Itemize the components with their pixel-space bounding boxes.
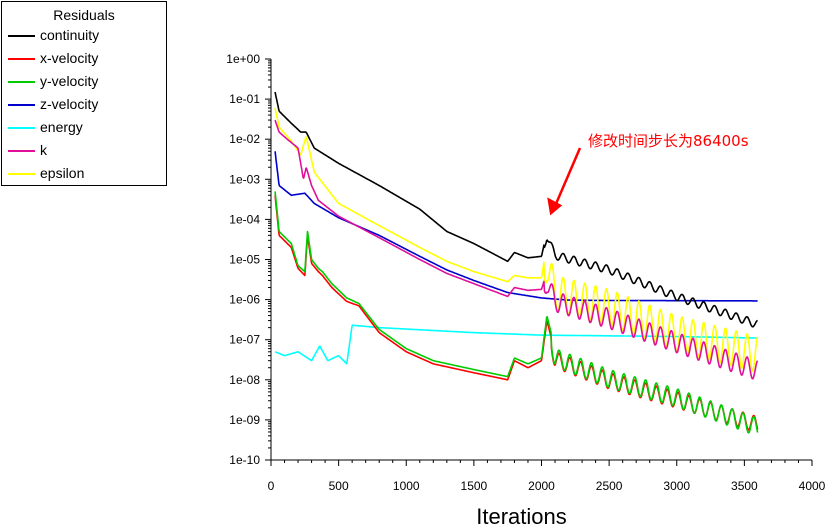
y-tick-label: 1e-04 [229, 212, 260, 226]
x-tick-label: 2000 [528, 479, 555, 493]
y-tick-label: 1e-07 [229, 333, 260, 347]
x-tick-label: 0 [268, 479, 275, 493]
y-tick-label: 1e-02 [229, 132, 260, 146]
legend-label: z-velocity [40, 96, 99, 112]
legend: Residuals continuity x-velocity y-velocity… [1, 1, 167, 186]
x-tick-label: 3000 [663, 479, 690, 493]
y-tick-label: 1e-03 [229, 172, 260, 186]
y-tick-label: 1e-09 [229, 413, 260, 427]
y-tick-label: 1e-08 [229, 373, 260, 387]
y-tick-label: 1e-05 [229, 253, 260, 267]
x-tick-label: 1500 [461, 479, 488, 493]
legend-swatch [8, 127, 35, 129]
legend-item-continuity: continuity [2, 26, 166, 49]
legend-item-k: k [2, 141, 166, 164]
legend-label: y-velocity [40, 73, 99, 89]
legend-label: epsilon [40, 165, 85, 181]
series-line-energy [274, 324, 758, 365]
x-tick-label: 3500 [731, 479, 758, 493]
y-tick-label: 1e-06 [229, 293, 260, 307]
x-axis-label: Iterations [476, 504, 567, 529]
legend-swatch [8, 58, 35, 60]
legend-label: energy [40, 119, 83, 135]
annotation-arrow-head [547, 197, 563, 216]
legend-swatch [8, 173, 35, 175]
x-tick-label: 1000 [393, 479, 420, 493]
annotation-arrow-shaft [555, 147, 582, 204]
legend-item-epsilon: epsilon [2, 164, 166, 187]
legend-swatch [8, 81, 35, 83]
legend-item-x-velocity: x-velocity [2, 49, 166, 72]
y-tick-label: 1e-10 [229, 453, 260, 467]
series-line-continuity [274, 91, 758, 328]
annotation-text: 修改时间步长为86400s [588, 132, 749, 150]
series-line-z-velocity [274, 151, 758, 302]
legend-item-y-velocity: y-velocity [2, 72, 166, 95]
legend-label: x-velocity [40, 50, 99, 66]
x-tick-label: 500 [329, 479, 349, 493]
legend-swatch [8, 150, 35, 152]
series-line-k [274, 119, 759, 380]
legend-swatch [8, 35, 35, 37]
legend-item-energy: energy [2, 118, 166, 141]
legend-label: continuity [40, 27, 100, 43]
y-tick-label: 1e-01 [229, 92, 260, 106]
legend-swatch [8, 104, 35, 106]
legend-item-z-velocity: z-velocity [2, 95, 166, 118]
series-line-x-velocity [274, 195, 759, 431]
legend-label: k [40, 142, 47, 158]
legend-title: Residuals [53, 7, 115, 23]
x-tick-label: 4000 [799, 479, 826, 493]
series-line-y-velocity [274, 191, 759, 434]
x-tick-label: 2500 [596, 479, 623, 493]
y-tick-label: 1e+00 [226, 52, 260, 66]
